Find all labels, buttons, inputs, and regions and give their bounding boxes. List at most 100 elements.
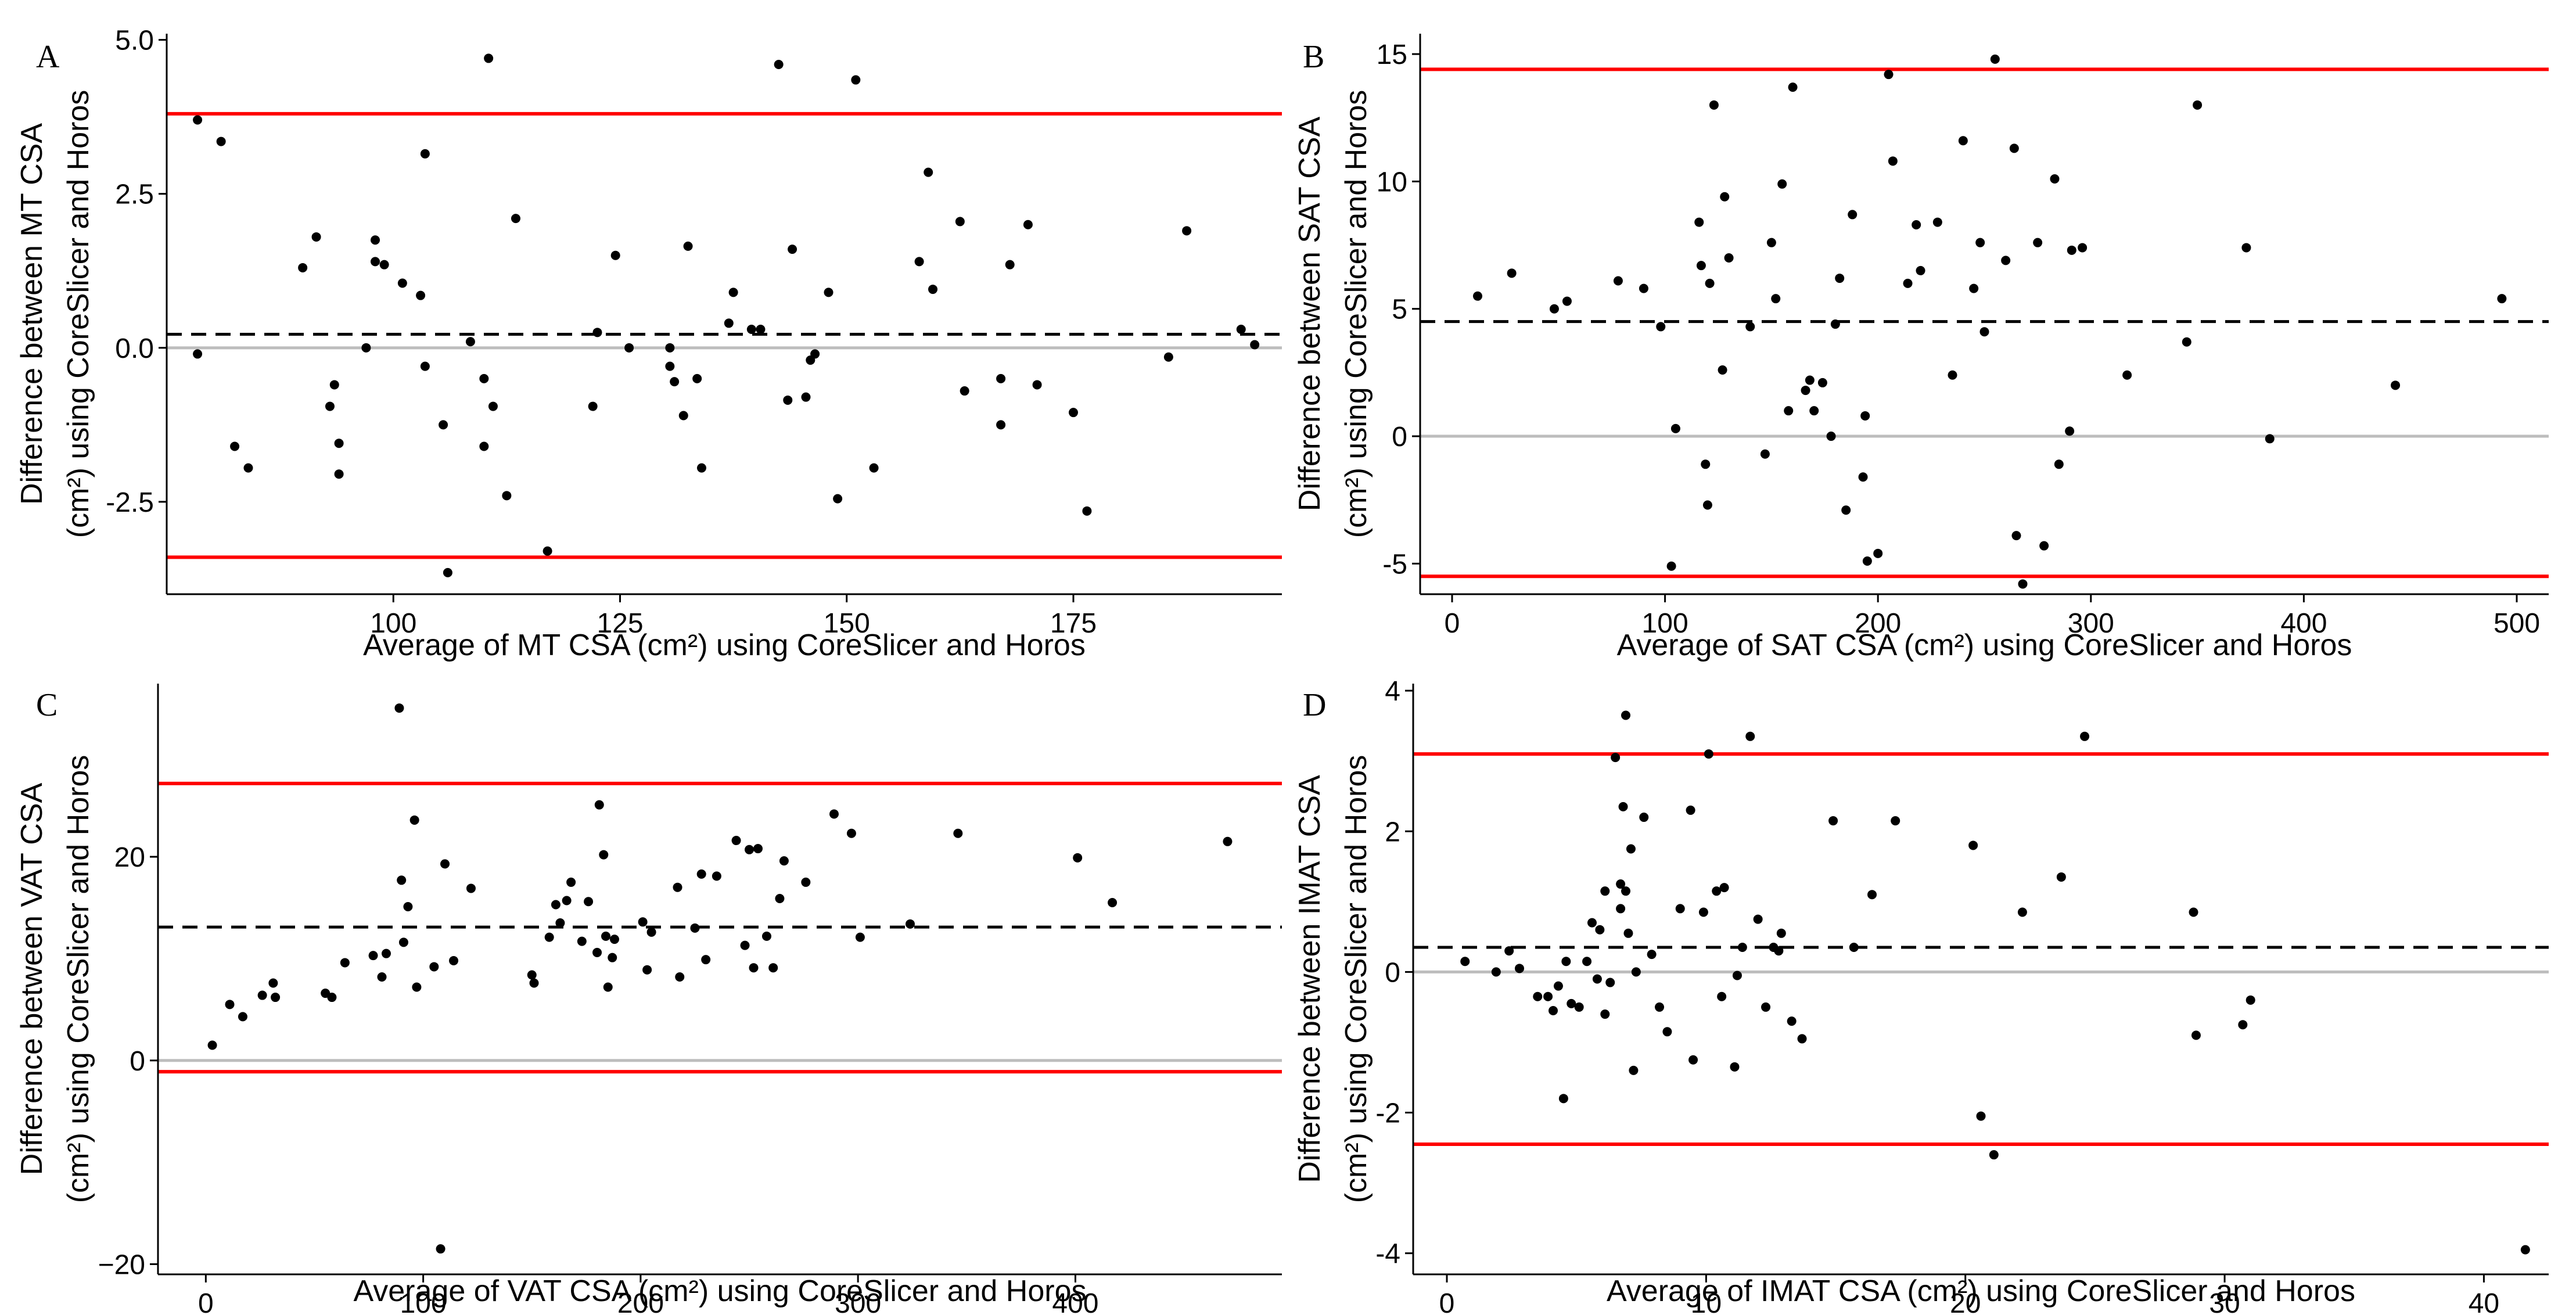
panel-d-point-23 <box>1618 802 1628 811</box>
panel-a-point-68 <box>1236 325 1246 335</box>
panel-c-point-61 <box>905 919 915 929</box>
panel-a-y-axis-title-line-1: Difference between MT CSA <box>15 123 49 505</box>
panel-d-point-10 <box>1567 998 1576 1008</box>
panel-b-letter: B <box>1303 39 1324 75</box>
panel-b-point-29 <box>1826 432 1836 441</box>
panel-a-point-46 <box>788 245 797 254</box>
panel-c-point-26 <box>551 900 561 910</box>
panel-b-y-axis-title-line-2: (cm²) using CoreSlicer and Horos <box>1339 90 1373 538</box>
panel-b-point-12 <box>1702 500 1712 510</box>
panel-d-point-40 <box>1719 883 1729 893</box>
panel-d-point-0 <box>1460 957 1470 967</box>
panel-c-point-13 <box>397 875 407 885</box>
panel-d-point-27 <box>1629 1065 1639 1075</box>
panel-a-point-56 <box>928 285 938 294</box>
panel-a-point-67 <box>1182 226 1192 236</box>
panel-c-point-22 <box>466 883 476 893</box>
panel-b-point-19 <box>1760 449 1770 459</box>
panel-a-point-25 <box>488 401 498 411</box>
panel-b-point-43 <box>1932 217 1942 227</box>
panel-c-y-tick-label-0: 0 <box>130 1046 145 1077</box>
panel-a-point-18 <box>420 361 430 371</box>
panel-b-point-21 <box>1771 294 1781 304</box>
panel-d-y-tick-label-4: 4 <box>1385 676 1400 707</box>
panel-d-x-tick-label-20: 20 <box>1950 1288 1981 1315</box>
panel-c-point-18 <box>429 962 439 972</box>
panel-d-point-7 <box>1553 981 1563 991</box>
panel-b-point-30 <box>1830 319 1840 329</box>
panel-a-point-16 <box>416 290 426 300</box>
panel-b-point-7 <box>1666 561 1676 571</box>
panel-a-point-34 <box>665 361 675 371</box>
panel-a-point-57 <box>955 217 965 227</box>
panel-d-x-tick-label-30: 30 <box>2209 1288 2240 1315</box>
panel-a-point-14 <box>379 260 389 270</box>
panel-c-point-42 <box>673 882 682 892</box>
panel-c-point-11 <box>381 948 391 958</box>
panel-a-point-3 <box>230 441 240 451</box>
panel-d-x-axis-title: Average of IMAT CSA (cm²) using CoreSlic… <box>1607 1274 2355 1308</box>
panel-d-point-54 <box>1867 890 1877 900</box>
panel-b-point-63 <box>2193 100 2203 110</box>
panel-d-letter: D <box>1303 687 1326 723</box>
panel-c-y-tick-label-20: 20 <box>114 842 145 873</box>
panel-a-point-5 <box>298 263 308 272</box>
panel-d-y-tick-label-2: 2 <box>1385 817 1400 847</box>
panel-b-point-54 <box>2033 238 2043 247</box>
panel-d-y-axis-title-line-2: (cm²) using CoreSlicer and Horos <box>1339 755 1373 1203</box>
panel-c-x-tick-label-200: 200 <box>617 1288 664 1315</box>
panel-c-point-33 <box>594 800 604 810</box>
panel-c-y-axis-title-line-1: Difference between VAT CSA <box>15 782 49 1175</box>
panel-c-point-27 <box>555 918 565 928</box>
panel-b-point-23 <box>1784 406 1794 416</box>
panel-d-point-30 <box>1647 950 1657 960</box>
panel-c-x-tick-label-0: 0 <box>198 1288 214 1315</box>
panel-d-x-tick-label-40: 40 <box>2469 1288 2499 1315</box>
panel-b-point-41 <box>1912 220 1921 229</box>
panel-d-point-9 <box>1561 957 1571 967</box>
panel-b-point-31 <box>1835 274 1845 283</box>
panel-c-x-tick-label-100: 100 <box>400 1288 447 1315</box>
panel-d-point-44 <box>1745 731 1755 741</box>
panel-c-point-58 <box>829 809 839 819</box>
panel-b-point-17 <box>1724 253 1734 263</box>
panel-c-point-57 <box>801 877 811 887</box>
panel-c-point-25 <box>544 932 554 942</box>
panel-c-point-9 <box>368 951 378 961</box>
panel-a-point-4 <box>243 463 253 473</box>
panel-a-point-43 <box>756 325 766 335</box>
panel-b-x-tick-label-0: 0 <box>1445 608 1460 639</box>
panel-a-point-10 <box>334 469 344 479</box>
panel-b: -5 0 5 10 15 0 100 200 300 400 500 Average of SAT C… <box>1293 34 2549 662</box>
panel-c-point-62 <box>953 828 963 838</box>
panel-a-point-62 <box>1023 220 1033 229</box>
panel-c-point-60 <box>855 932 865 942</box>
panel-a-point-45 <box>783 395 793 405</box>
panel-a-point-64 <box>1068 408 1078 418</box>
panel-a-x-axis-title: Average of MT CSA (cm²) using CoreSlicer… <box>363 628 1086 662</box>
panel-a-point-53 <box>869 463 879 473</box>
panel-c-point-64 <box>1108 897 1118 907</box>
panel-a-point-49 <box>810 349 820 359</box>
panel-c-point-19 <box>436 1244 445 1254</box>
panel-a-point-19 <box>439 420 448 430</box>
panel-b-x-tick-label-200: 200 <box>1855 608 1901 639</box>
panel-b-point-13 <box>1705 278 1715 288</box>
panel-a-point-29 <box>588 401 598 411</box>
panel-c-point-23 <box>527 970 537 980</box>
panel-d-point-34 <box>1686 805 1695 815</box>
panel-b-point-38 <box>1884 70 1894 80</box>
panel-c-point-16 <box>409 815 419 825</box>
panel-a-point-2 <box>216 136 226 146</box>
panel-b-point-55 <box>2039 541 2049 551</box>
panel-a-point-50 <box>824 288 833 297</box>
panel-b-point-26 <box>1805 375 1815 385</box>
panel-a-y-tick-label-2-5: -2.5 <box>106 487 154 518</box>
panel-d-point-39 <box>1717 991 1727 1001</box>
panel-a-point-7 <box>325 401 335 411</box>
panel-d-point-28 <box>1631 967 1641 977</box>
panel-b-point-45 <box>1958 136 1968 146</box>
panel-d-y-tick-label-0: 0 <box>1385 957 1400 988</box>
panel-a-point-17 <box>420 149 430 159</box>
